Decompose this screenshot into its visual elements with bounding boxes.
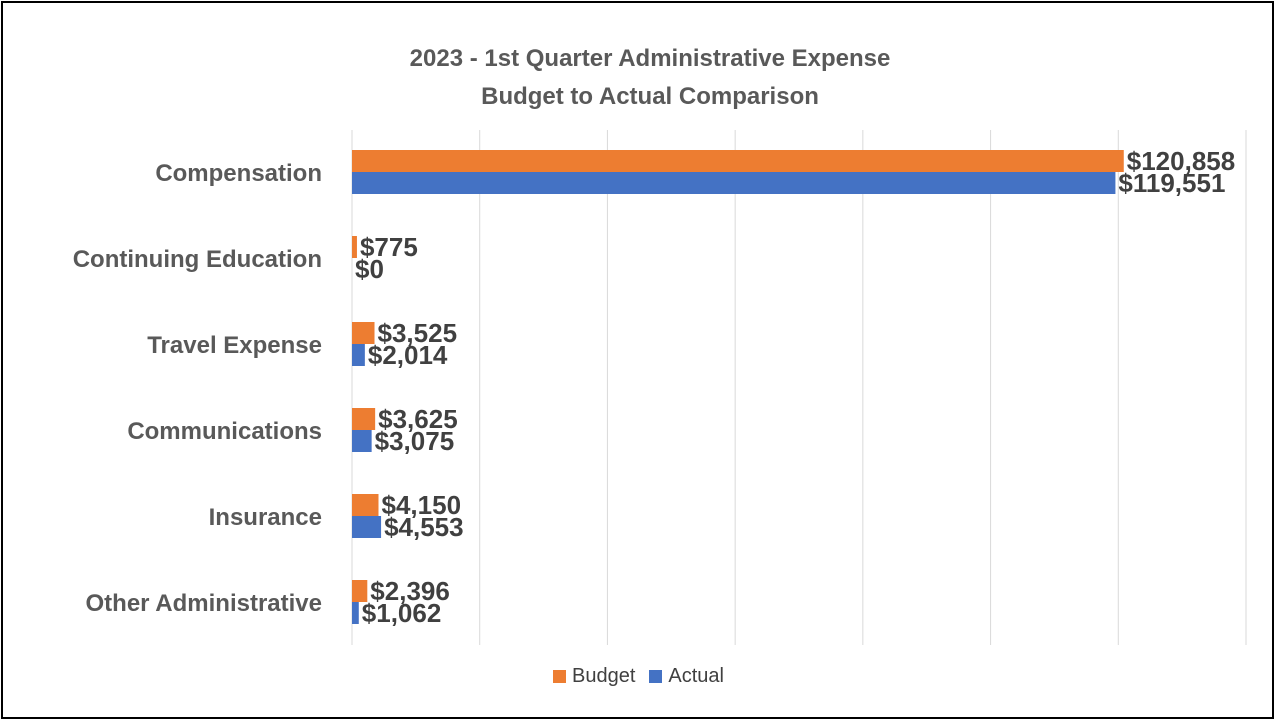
legend-label-actual: Actual (668, 665, 724, 687)
data-label: $2,014 (368, 340, 448, 370)
data-label: $4,150 (382, 490, 462, 520)
chart-title-line-2: Budget to Actual Comparison (481, 83, 819, 110)
bar-budget (352, 236, 357, 258)
bar-actual (352, 516, 382, 538)
bar-budget (352, 408, 376, 430)
data-label: $3,625 (378, 404, 458, 434)
bar-actual (352, 344, 365, 366)
bar-budget (352, 494, 379, 516)
chart-title-line-1: 2023 - 1st Quarter Administrative Expens… (409, 45, 891, 72)
legend-swatch-actual (649, 670, 663, 683)
bar-budget (352, 322, 375, 344)
category-label: Continuing Education (73, 246, 322, 273)
category-label: Travel Expense (147, 332, 322, 359)
data-label: $2,396 (370, 576, 450, 606)
bar-budget (352, 580, 368, 602)
data-label: $775 (360, 232, 418, 262)
bar-actual (352, 430, 372, 452)
legend-swatch-budget (553, 670, 566, 683)
data-label: $120,858 (1127, 146, 1235, 176)
data-label: $3,075 (375, 426, 455, 456)
data-label: $4,553 (384, 512, 464, 542)
data-label: $0 (355, 254, 384, 284)
data-label: $1,062 (362, 598, 442, 628)
category-label: Communications (127, 418, 322, 445)
legend-item-budget: Budget (553, 665, 635, 688)
bar-budget (352, 150, 1124, 172)
data-label: $119,551 (1118, 168, 1225, 198)
chart-legend: Budget Actual (0, 665, 1277, 688)
category-label: Other Administrative (86, 590, 323, 617)
bar-actual (352, 172, 1116, 194)
legend-label-budget: Budget (572, 665, 636, 687)
legend-item-actual: Actual (649, 665, 724, 688)
category-label: Insurance (209, 504, 322, 531)
data-label: $3,525 (378, 318, 458, 348)
bar-actual (352, 602, 359, 624)
category-label: Compensation (155, 160, 322, 187)
